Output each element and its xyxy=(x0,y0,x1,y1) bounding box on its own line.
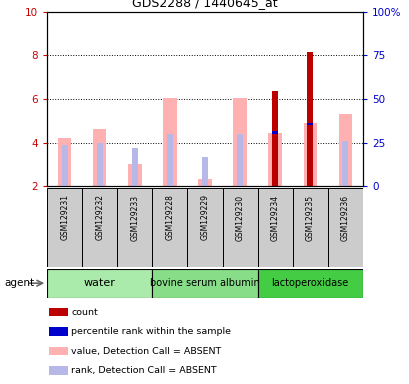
Bar xyxy=(128,164,141,186)
Text: count: count xyxy=(71,308,98,317)
Bar xyxy=(49,328,68,336)
Bar xyxy=(152,188,187,267)
Bar xyxy=(271,91,278,186)
Bar xyxy=(306,133,312,186)
Text: lactoperoxidase: lactoperoxidase xyxy=(271,278,348,288)
Bar xyxy=(152,269,257,298)
Bar xyxy=(257,188,292,267)
Text: GSM129228: GSM129228 xyxy=(165,194,174,240)
Bar xyxy=(97,142,103,186)
Text: GSM129236: GSM129236 xyxy=(340,194,349,241)
Bar xyxy=(47,188,82,267)
Text: GSM129229: GSM129229 xyxy=(200,194,209,240)
Text: GSM129230: GSM129230 xyxy=(235,194,244,241)
Bar xyxy=(49,366,68,375)
Text: GSM129235: GSM129235 xyxy=(305,194,314,241)
Bar xyxy=(47,269,152,298)
Bar xyxy=(198,179,211,186)
Bar xyxy=(303,123,316,186)
Bar xyxy=(338,114,351,186)
Bar xyxy=(257,269,362,298)
Title: GDS2288 / 1440645_at: GDS2288 / 1440645_at xyxy=(132,0,277,9)
Bar xyxy=(82,188,117,267)
Bar xyxy=(271,131,278,134)
Bar xyxy=(233,98,246,186)
Text: GSM129231: GSM129231 xyxy=(60,194,69,240)
Bar xyxy=(166,134,173,186)
Text: GSM129234: GSM129234 xyxy=(270,194,279,241)
Bar xyxy=(93,129,106,186)
Bar xyxy=(49,308,68,316)
Bar xyxy=(236,134,243,186)
Bar xyxy=(131,148,138,186)
Bar xyxy=(49,347,68,355)
Bar xyxy=(187,188,222,267)
Bar xyxy=(61,145,67,186)
Text: agent: agent xyxy=(4,278,34,288)
Bar xyxy=(292,188,327,267)
Bar xyxy=(117,188,152,267)
Bar xyxy=(342,141,348,186)
Text: bovine serum albumin: bovine serum albumin xyxy=(150,278,259,288)
Bar xyxy=(306,52,312,186)
Bar xyxy=(163,98,176,186)
Bar xyxy=(327,188,362,267)
Text: GSM129233: GSM129233 xyxy=(130,194,139,241)
Text: rank, Detection Call = ABSENT: rank, Detection Call = ABSENT xyxy=(71,366,216,375)
Bar xyxy=(201,157,208,186)
Text: water: water xyxy=(83,278,115,288)
Text: value, Detection Call = ABSENT: value, Detection Call = ABSENT xyxy=(71,346,221,356)
Bar xyxy=(58,138,71,186)
Text: GSM129232: GSM129232 xyxy=(95,194,104,240)
Bar xyxy=(268,133,281,186)
Bar xyxy=(306,122,312,126)
Bar xyxy=(222,188,257,267)
Text: percentile rank within the sample: percentile rank within the sample xyxy=(71,327,231,336)
